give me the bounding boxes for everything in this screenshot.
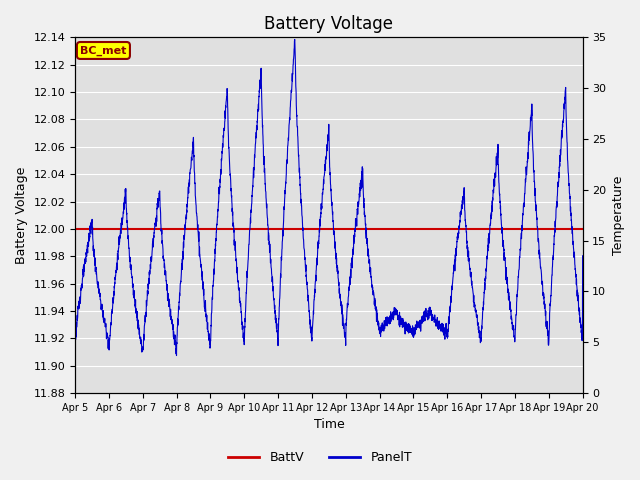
Title: Battery Voltage: Battery Voltage xyxy=(264,15,394,33)
Text: BC_met: BC_met xyxy=(80,45,127,56)
Legend: BattV, PanelT: BattV, PanelT xyxy=(223,446,417,469)
Y-axis label: Battery Voltage: Battery Voltage xyxy=(15,167,28,264)
Y-axis label: Temperature: Temperature xyxy=(612,176,625,255)
X-axis label: Time: Time xyxy=(314,419,344,432)
